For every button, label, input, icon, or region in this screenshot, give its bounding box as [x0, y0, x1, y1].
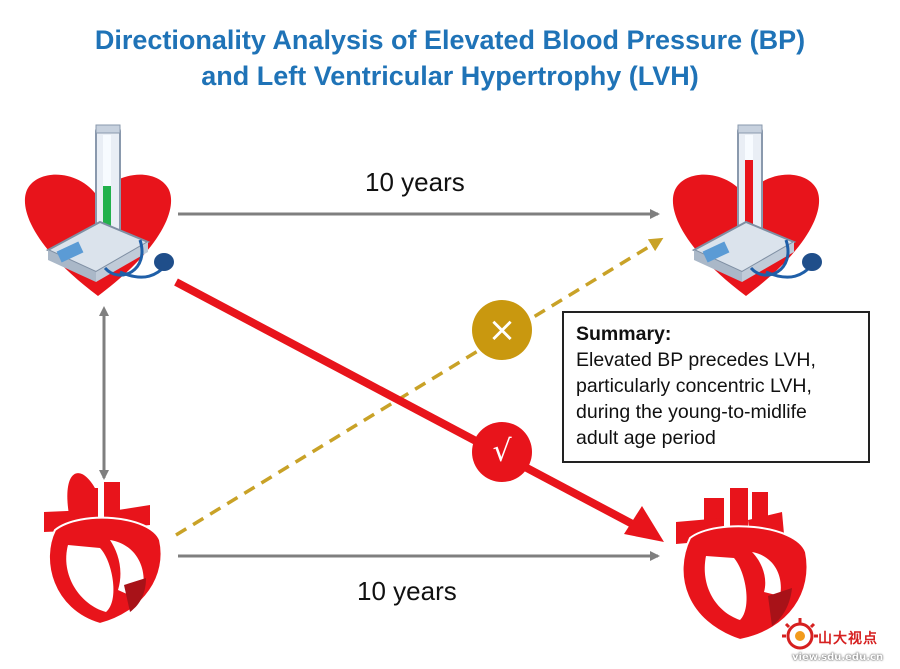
lvh-anatomical-heart-icon — [676, 488, 809, 642]
title-line-1: Directionality Analysis of Elevated Bloo… — [94, 25, 806, 55]
title-line-2: and Left Ventricular Hypertrophy (LVH) — [201, 61, 699, 91]
summary-box: Summary: Elevated BP precedes LVH, parti… — [562, 311, 870, 463]
watermark-logo-icon — [782, 618, 818, 650]
normal-anatomical-heart-icon — [44, 473, 163, 626]
cross-circle — [472, 300, 532, 360]
watermark: 山大视点 view.sdu.edu.cn — [778, 606, 900, 669]
red-bp-to-lvh-arrow — [174, 278, 642, 532]
watermark-url: view.sdu.edu.cn — [792, 652, 884, 663]
check-circle — [472, 422, 532, 482]
summary-line: Elevated BP precedes LVH, — [576, 349, 816, 371]
red-arrow-head — [624, 506, 664, 542]
top-duration-label: 10 years — [365, 167, 465, 197]
diagram-title: Directionality Analysis of Elevated Bloo… — [0, 22, 900, 94]
watermark-chinese: 山大视点 — [818, 631, 878, 647]
summary-line: particularly concentric LVH, — [576, 375, 812, 397]
summary-line: adult age period — [576, 427, 716, 449]
summary-line: during the young-to-midlife — [576, 401, 807, 423]
bottom-duration-label: 10 years — [357, 576, 457, 606]
elevated-bp-heart-icon — [672, 124, 822, 296]
normal-bp-heart-icon — [24, 124, 174, 296]
summary-heading: Summary: — [576, 323, 672, 345]
dashed-lvh-to-bp-arrow — [175, 237, 664, 537]
check-mark: √ — [492, 434, 512, 469]
cross-mark: × — [487, 310, 517, 350]
